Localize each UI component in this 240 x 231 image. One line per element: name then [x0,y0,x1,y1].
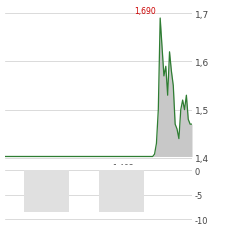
Text: 1,403: 1,403 [112,163,134,172]
Bar [99,170,144,212]
Text: 1,690: 1,690 [134,7,156,16]
Bar [24,170,69,212]
